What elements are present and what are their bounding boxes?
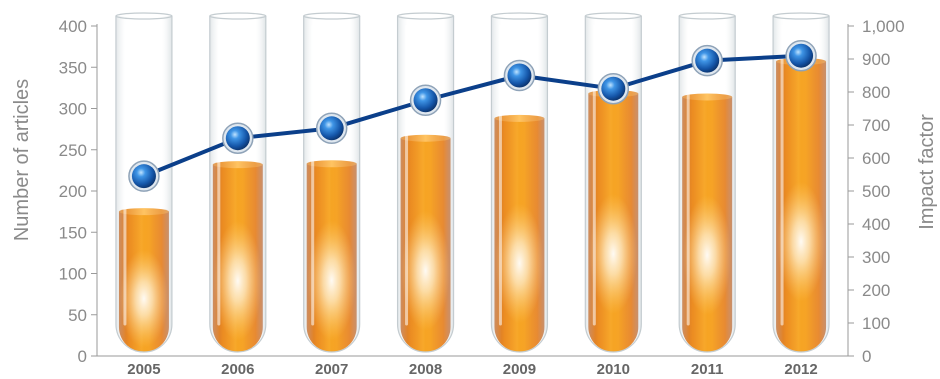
right-tick-label: 300 <box>862 248 890 267</box>
tube-rim <box>772 12 830 20</box>
left-tick-label: 400 <box>59 17 87 36</box>
category-label: 2005 <box>127 361 160 378</box>
left-tick-label: 50 <box>68 306 87 325</box>
category-label: 2008 <box>409 361 442 378</box>
left-tick-label: 350 <box>59 58 87 77</box>
tube-glass <box>772 16 830 353</box>
bar-tube <box>584 12 642 353</box>
bar-tube <box>303 12 361 353</box>
category-label: 2009 <box>503 361 536 378</box>
bar-tube <box>209 12 267 353</box>
tube-rim <box>396 12 455 20</box>
right-tick-label: 500 <box>862 182 890 201</box>
tube-rim <box>490 12 549 20</box>
left-tick-label: 0 <box>78 347 87 366</box>
line-point <box>507 63 532 88</box>
tube-glass <box>490 16 549 353</box>
line-point <box>131 164 156 189</box>
right-axis-ticks: 0 100 200 300 400 500 600 700 800 900 1,000 <box>848 17 905 366</box>
category-labels: 2005 2006 2007 2008 2009 2010 2011 2012 <box>127 361 818 378</box>
left-tick-label: 250 <box>59 141 87 160</box>
right-tick-label: 900 <box>862 50 890 69</box>
left-tick-label: 100 <box>59 265 87 284</box>
right-tick-label: 100 <box>862 314 890 333</box>
tube-glass <box>303 16 361 353</box>
bar-tube <box>490 12 549 353</box>
right-tick-label: 700 <box>862 116 890 135</box>
bar-tube <box>678 12 736 353</box>
tube-glass <box>209 16 267 353</box>
category-label: 2007 <box>315 361 348 378</box>
right-tick-label: 1,000 <box>862 17 905 36</box>
line-point <box>225 126 250 151</box>
tube-rim <box>209 12 267 20</box>
y-axis-title: Number of articles <box>11 79 33 241</box>
line-point <box>413 88 438 113</box>
tube-glass <box>584 16 642 353</box>
test-tube-bars <box>115 12 830 353</box>
y2-axis-title: Impact factor <box>916 114 938 230</box>
tube-rim <box>303 12 361 20</box>
category-label: 2011 <box>691 361 724 378</box>
category-label: 2006 <box>221 361 254 378</box>
right-tick-label: 200 <box>862 281 890 300</box>
category-label: 2012 <box>784 361 817 378</box>
line-point <box>695 48 720 73</box>
tube-rim <box>584 12 642 20</box>
right-tick-label: 0 <box>862 347 871 366</box>
left-tick-label: 200 <box>59 182 87 201</box>
tube-glass <box>678 16 736 353</box>
line-point <box>601 76 626 101</box>
left-axis-ticks: 0 50 100 150 200 250 300 350 400 <box>59 17 97 366</box>
tube-rim <box>678 12 736 20</box>
left-tick-label: 300 <box>59 100 87 119</box>
impact-factor-line-layer <box>128 39 817 192</box>
tube-rim <box>115 12 173 20</box>
line-point <box>319 116 344 141</box>
left-tick-label: 150 <box>59 223 87 242</box>
bar-tube <box>772 12 830 353</box>
right-tick-label: 600 <box>862 149 890 168</box>
line-point <box>789 43 814 68</box>
right-tick-label: 400 <box>862 215 890 234</box>
bar-tube <box>396 12 455 353</box>
category-label: 2010 <box>597 361 630 378</box>
right-tick-label: 800 <box>862 83 890 102</box>
